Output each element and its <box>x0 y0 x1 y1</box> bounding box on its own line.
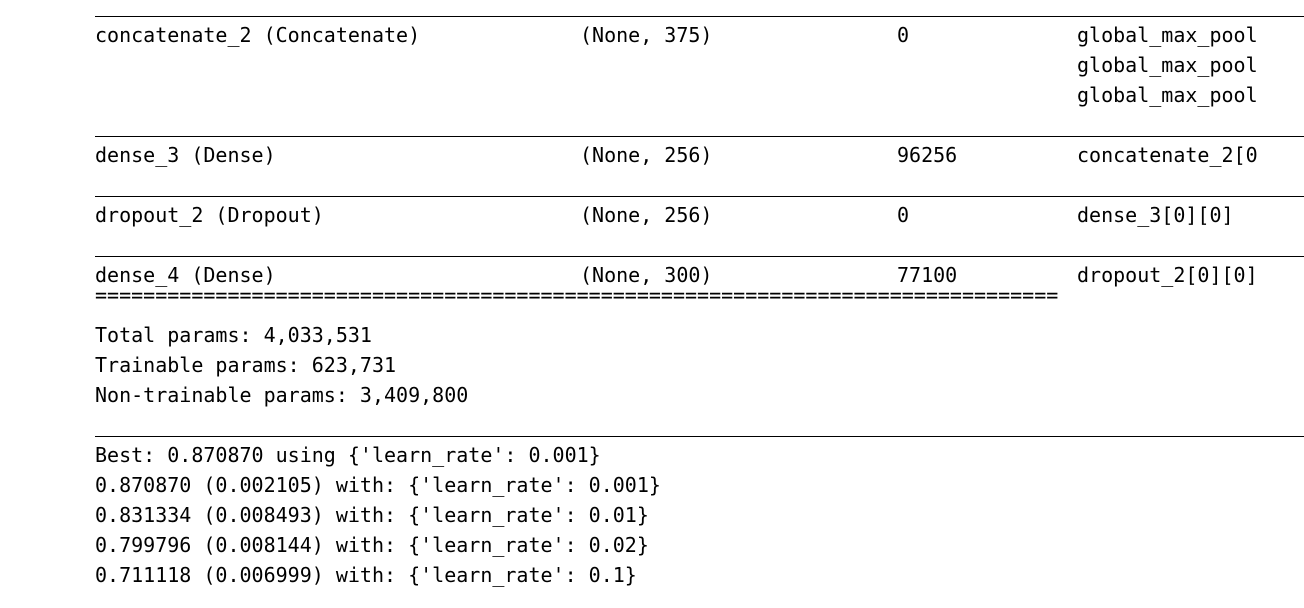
layer-param-count: 96256 <box>897 143 958 167</box>
layer-name: dense_3 (Dense) <box>95 143 276 167</box>
layer-connected-to: concatenate_2[0 <box>1077 143 1258 167</box>
row-separator <box>95 136 1304 137</box>
layer-connected-to: global_max_pool <box>1077 83 1258 107</box>
trainable-params: Trainable params: 623,731 <box>95 353 397 377</box>
result-line: 0.799796 (0.008144) with: {'learn_rate':… <box>95 533 649 557</box>
layer-param-count: 0 <box>897 203 910 227</box>
non-trainable-params: Non-trainable params: 3,409,800 <box>95 383 469 407</box>
layer-name: concatenate_2 (Concatenate) <box>95 23 421 47</box>
result-line: 0.711118 (0.006999) with: {'learn_rate':… <box>95 563 637 587</box>
best-result: Best: 0.870870 using {'learn_rate': 0.00… <box>95 443 601 467</box>
layer-connected-to: global_max_pool <box>1077 53 1258 77</box>
layer-name: dense_4 (Dense) <box>95 263 276 287</box>
layer-output-shape: (None, 256) <box>580 143 713 167</box>
layer-connected-to: dense_3[0][0] <box>1077 203 1234 227</box>
layer-output-shape: (None, 256) <box>580 203 713 227</box>
row-separator <box>95 196 1304 197</box>
summary-separator: ========================================… <box>95 283 1059 307</box>
layer-param-count: 0 <box>897 23 910 47</box>
layer-connected-to: global_max_pool <box>1077 23 1258 47</box>
layer-param-count: 77100 <box>897 263 958 287</box>
row-separator <box>95 16 1304 17</box>
results-separator <box>95 436 1304 437</box>
layer-output-shape: (None, 300) <box>580 263 713 287</box>
layer-connected-to: dropout_2[0][0] <box>1077 263 1258 287</box>
total-params: Total params: 4,033,531 <box>95 323 372 347</box>
layer-output-shape: (None, 375) <box>580 23 713 47</box>
layer-name: dropout_2 (Dropout) <box>95 203 324 227</box>
result-line: 0.870870 (0.002105) with: {'learn_rate':… <box>95 473 661 497</box>
result-line: 0.831334 (0.008493) with: {'learn_rate':… <box>95 503 649 527</box>
row-separator <box>95 256 1304 257</box>
